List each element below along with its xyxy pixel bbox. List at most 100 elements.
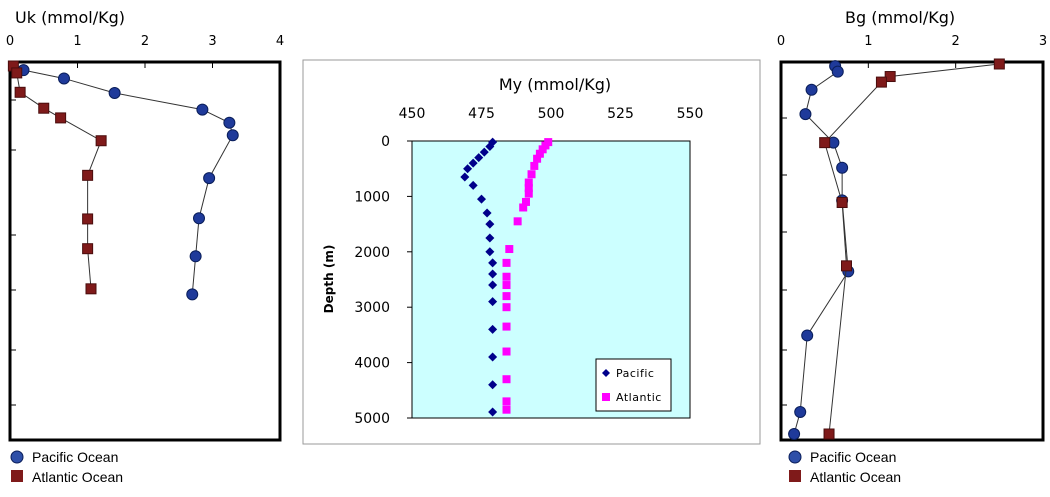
bg-x-tick-label: 1: [864, 34, 872, 49]
bg-legend: Pacific Ocean Atlantic Ocean: [788, 449, 901, 485]
uk-atlantic-point: [11, 67, 23, 79]
my-pacific-point: [488, 407, 498, 417]
my-pacific-point: [468, 180, 478, 190]
my-atlantic-point: [513, 217, 522, 226]
my-pacific-point: [488, 352, 498, 362]
bg-pacific-point: [799, 108, 812, 121]
my-x-tick-label: 525: [607, 106, 634, 122]
my-x-tick-label: 450: [399, 106, 426, 122]
bg-atlantic-point: [841, 260, 852, 272]
my-pacific-point: [460, 172, 470, 182]
uk-pacific-point: [186, 288, 199, 301]
uk-pacific-point: [58, 72, 70, 85]
my-atlantic-point: [530, 161, 539, 170]
uk-atlantic-point: [38, 102, 50, 114]
uk-pacific-point: [203, 172, 216, 185]
my-atlantic-point: [502, 281, 511, 290]
my-pacific-point: [485, 142, 495, 152]
my-y-tick-label: 3000: [354, 300, 390, 316]
uk-legend-marker-pacific: [10, 450, 24, 464]
my-pacific-point: [479, 147, 489, 157]
uk-atlantic-point: [82, 169, 94, 181]
uk-atlantic-point: [85, 283, 97, 295]
bg-y-ticks: [781, 117, 787, 406]
my-y-tick-label: 4000: [354, 356, 390, 372]
my-atlantic-point: [502, 322, 511, 331]
uk-atlantic-point: [55, 112, 67, 124]
bg-x-tick-label: 0: [777, 34, 785, 49]
my-y-tick-label: 2000: [354, 245, 390, 261]
my-pacific-point: [482, 208, 492, 218]
my-x-tick-label: 475: [468, 106, 495, 122]
bg-pacific-point: [788, 428, 801, 440]
bg-pacific-point: [831, 65, 844, 78]
bg-legend-label-pacific: Pacific Ocean: [810, 449, 896, 465]
my-atlantic-point: [502, 347, 511, 356]
my-atlantic-point: [502, 397, 511, 406]
my-pacific-point: [488, 258, 498, 268]
my-atlantic-point: [502, 292, 511, 301]
my-legend-box: [595, 358, 672, 412]
uk-pacific-point: [223, 116, 236, 129]
panel-bg: Bg (mmol/Kg) 0 1 2 3 Pacific Ocean Atlantic…: [777, 8, 1047, 485]
bg-atlantic-point: [993, 58, 1005, 70]
my-atlantic-point: [502, 375, 511, 384]
my-pacific-point: [488, 297, 498, 307]
bg-plot-frame: [779, 60, 1045, 442]
my-pacific-point: [485, 233, 495, 243]
uk-legend-marker-atlantic: [11, 470, 23, 482]
my-x-tick-label: 550: [677, 106, 704, 122]
my-legend-marker-atlantic: [602, 393, 610, 401]
uk-atlantic-line: [12, 65, 102, 289]
my-y-ticks: 0 1000 2000 3000 4000 5000: [354, 134, 412, 427]
my-legend-label-atlantic: Atlantic: [616, 391, 662, 404]
bg-pacific-point: [836, 161, 849, 174]
my-title: My (mmol/Kg): [499, 75, 611, 94]
my-pacific-point: [488, 269, 498, 279]
my-pacific-point: [485, 219, 495, 229]
uk-x-tick-label: 3: [208, 34, 216, 49]
my-y-tick-label: 5000: [354, 411, 390, 427]
my-y-tick-label: 0: [381, 134, 390, 150]
uk-x-tick-label: 4: [276, 34, 284, 49]
bg-pacific-point: [801, 329, 814, 342]
my-atlantic-point: [535, 149, 544, 158]
my-pacific-point: [468, 158, 478, 168]
bg-x-tick-label: 3: [1039, 34, 1047, 49]
uk-atlantic-point: [82, 243, 94, 255]
uk-atlantic-point: [82, 213, 94, 225]
my-legend: Pacific Atlantic: [595, 358, 672, 412]
bg-data-marks: [788, 58, 1005, 440]
uk-pacific-point: [189, 250, 202, 263]
uk-pacific-point: [226, 129, 239, 142]
my-x-ticks: 450 475 500 525 550: [399, 106, 704, 122]
uk-plot-frame: [8, 60, 282, 442]
panel-uk: Uk (mmol/Kg) 0 1 2 3 4 Pacific Ocean Atlanti…: [6, 8, 284, 485]
uk-x-tick-label: 2: [141, 34, 149, 49]
my-y-axis-label: Depth (m): [322, 245, 336, 314]
my-atlantic-point: [502, 303, 511, 312]
my-atlantic-point: [527, 170, 536, 179]
uk-y-ticks: [10, 99, 16, 406]
my-y-tick-label: 1000: [354, 189, 390, 205]
uk-atlantic-point: [95, 135, 107, 147]
my-legend-marker-pacific: [602, 369, 610, 377]
my-atlantic-point: [502, 258, 511, 267]
my-atlantic-point: [538, 145, 547, 154]
uk-pacific-line: [23, 69, 234, 295]
bg-legend-label-atlantic: Atlantic Ocean: [810, 469, 901, 485]
my-atlantic-point: [502, 405, 511, 414]
uk-atlantic-point: [14, 86, 26, 98]
bg-pacific-point: [805, 83, 818, 96]
bg-atlantic-point: [823, 428, 835, 440]
uk-title: Uk (mmol/Kg): [15, 8, 125, 27]
my-atlantic-point: [524, 189, 533, 198]
my-atlantic-point: [519, 203, 528, 212]
bg-pacific-point: [794, 406, 807, 418]
uk-legend: Pacific Ocean Atlantic Ocean: [10, 449, 123, 485]
bg-x-ticks: 0 1 2 3: [777, 34, 1047, 68]
my-pacific-point: [477, 194, 486, 204]
my-pacific-point: [488, 280, 498, 290]
my-atlantic-point: [521, 197, 530, 206]
